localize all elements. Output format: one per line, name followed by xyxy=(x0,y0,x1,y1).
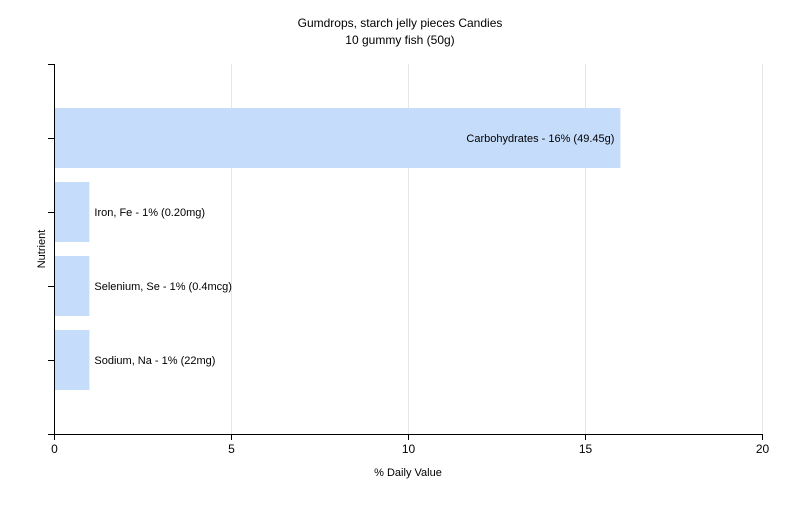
chart-subtitle: 10 gummy fish (50g) xyxy=(345,33,454,47)
x-tick-label: 5 xyxy=(228,442,235,456)
bars: Carbohydrates - 16% (49.45g) Iron, Fe - 1… xyxy=(55,108,621,390)
bar xyxy=(55,330,90,390)
x-axis-title: % Daily Value xyxy=(374,467,442,479)
bar xyxy=(55,182,90,242)
y-axis-title: Nutrient xyxy=(36,230,48,269)
bar-label: Carbohydrates - 16% (49.45g) xyxy=(466,133,614,145)
x-tick-label: 20 xyxy=(756,442,770,456)
bar-label: Selenium, Se - 1% (0.4mcg) xyxy=(94,281,232,293)
x-tick-label: 15 xyxy=(579,442,593,456)
bar xyxy=(55,108,621,168)
chart-title: Gumdrops, starch jelly pieces Candies xyxy=(298,16,503,30)
bar xyxy=(55,256,90,316)
x-tick-label: 0 xyxy=(51,442,58,456)
axes: 0 5 10 15 20 xyxy=(48,64,769,456)
bar-label: Iron, Fe - 1% (0.20mg) xyxy=(94,207,205,219)
x-tick-label: 10 xyxy=(402,442,416,456)
bar-label: Sodium, Na - 1% (22mg) xyxy=(94,355,215,367)
